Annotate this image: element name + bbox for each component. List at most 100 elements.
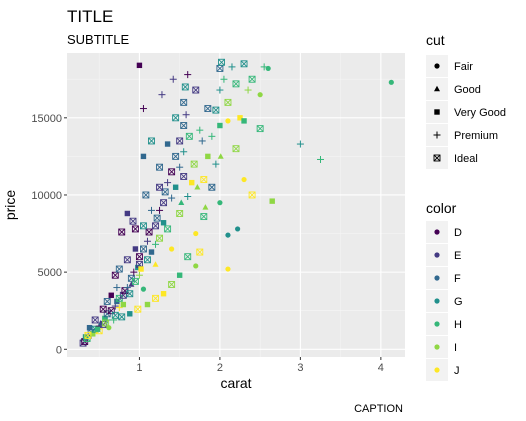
data-point [158,91,166,99]
data-point [176,137,184,145]
data-point [204,105,212,113]
data-point [317,155,324,163]
data-point [140,153,147,160]
data-point [118,313,126,321]
legend-cut: cut Fair Good Very Good Premium Ideal [426,32,506,169]
data-point [169,246,175,252]
legend-color-swatch [434,344,440,350]
data-point [131,225,139,233]
legend-color-swatch [434,321,440,327]
data-point [176,272,183,278]
data-point [180,148,188,156]
data-point [138,266,144,272]
data-point [184,253,192,261]
data-point [228,63,236,71]
legend-color-label: G [454,296,463,308]
legend-color-label: E [454,250,461,262]
data-point [168,281,176,288]
data-point [164,225,172,233]
data-point [164,141,171,147]
data-point [156,234,163,242]
data-point [99,305,107,313]
data-point [153,214,161,222]
data-point [94,326,101,332]
data-point [240,60,248,68]
data-point [180,98,188,106]
data-point [202,204,209,210]
data-point [127,311,133,317]
data-point [208,183,216,191]
legend-key-square-cross-icon [433,154,441,162]
x-tick-label: 2 [217,362,223,374]
data-point [103,297,111,305]
legend-key-circle-icon [434,63,440,69]
data-point [148,249,155,255]
chart-caption: CAPTION [354,403,403,415]
data-point [168,168,176,176]
data-point [185,132,193,140]
data-point [225,266,231,272]
legend-color-label: I [454,342,457,354]
data-point [200,176,208,183]
data-point [132,246,139,252]
data-point [139,105,147,113]
data-point [296,140,304,148]
data-point [193,230,199,237]
y-tick-label: 5000 [38,267,62,279]
data-point [108,292,114,298]
data-point [237,115,243,121]
data-point [90,331,96,337]
data-point [134,305,142,313]
data-point [135,253,143,261]
data-point [180,173,188,180]
legend-cut-label: Fair [454,61,473,73]
data-point [128,281,135,287]
data-point [152,261,159,267]
data-point [140,286,147,292]
legend-cut-label: Very Good [454,107,506,119]
data-point [136,62,143,69]
plot-panel [67,53,405,357]
legend-key-square-icon [434,109,440,115]
data-point [248,75,256,83]
data-point [86,324,93,331]
data-point [208,132,216,140]
data-point [184,71,192,79]
data-point [182,111,190,119]
data-point [148,206,155,214]
data-point [129,217,137,225]
data-point [176,163,184,171]
legend-cut-label: Good [454,84,481,96]
legend-color-swatch [434,252,440,258]
data-point [164,179,172,187]
x-tick-label: 3 [297,362,303,374]
y-axis-title: price [2,190,18,221]
legend-color-title: color [426,200,457,216]
legend-color-label: J [454,365,460,377]
data-point [168,194,176,202]
legend-cut-label: Premium [454,130,498,142]
data-point [212,106,220,114]
legend-color-label: F [454,273,461,285]
data-point [220,75,228,83]
data-point [160,291,167,297]
data-point [152,294,159,302]
data-point [172,184,179,190]
data-point [196,126,204,134]
data-point [180,122,188,129]
data-point [217,200,223,206]
data-point [123,284,131,292]
data-point [160,220,167,226]
data-point [123,256,131,264]
data-point [190,160,198,168]
data-point [84,331,92,339]
data-point [194,184,201,190]
chart-subtitle: SUBTITLE [67,32,129,47]
legend-color-swatch [434,275,440,281]
data-point [113,284,121,292]
y-tick-label: 15000 [31,113,62,125]
data-point [130,268,138,276]
legend-key-plus-icon [433,131,441,139]
data-point [120,301,127,308]
data-point [148,137,155,145]
